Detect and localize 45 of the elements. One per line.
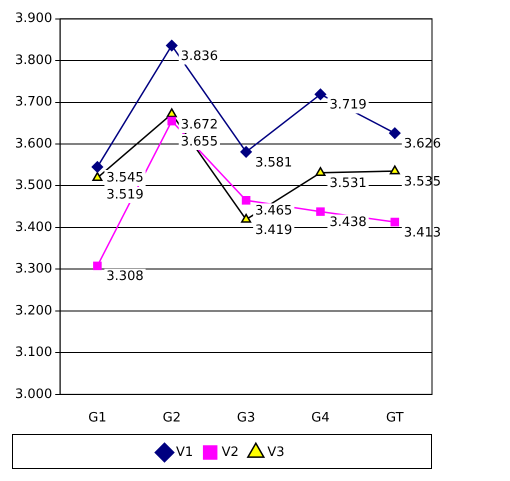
x-tick-label: G2 — [162, 410, 181, 426]
y-tick-label: 3.600 — [15, 136, 52, 152]
x-tick-label: G1 — [88, 410, 107, 426]
legend-label: V2 — [222, 444, 239, 460]
y-tick-label: 3.900 — [15, 11, 52, 26]
point — [240, 146, 252, 158]
point — [314, 88, 326, 100]
data-label: 3.719 — [329, 98, 367, 113]
data-label: 3.308 — [106, 269, 144, 284]
y-tick-label: 3.300 — [15, 262, 52, 277]
point — [92, 172, 102, 182]
legend-label: V3 — [267, 444, 285, 460]
point — [92, 161, 104, 173]
point — [315, 167, 326, 176]
legend-label: V1 — [176, 444, 194, 460]
x-tick-label: G3 — [236, 410, 256, 426]
point — [166, 108, 177, 118]
point — [390, 165, 400, 174]
point — [389, 127, 401, 139]
data-label: 3.465 — [255, 204, 292, 219]
y-tick-label: 3.500 — [15, 178, 52, 194]
point — [242, 196, 250, 205]
y-tick-label: 3.200 — [15, 303, 52, 318]
y-tick-label: 3.100 — [15, 345, 52, 360]
data-label: 3.672 — [180, 117, 218, 132]
x-tick-label: G4 — [311, 410, 330, 426]
point — [316, 207, 325, 216]
y-tick-label: 3.700 — [15, 94, 52, 110]
point — [166, 40, 178, 52]
data-label: 3.438 — [329, 214, 367, 230]
point — [167, 116, 176, 126]
data-label: 3.419 — [255, 222, 292, 238]
point — [241, 214, 252, 223]
y-tick-label: 3.400 — [15, 220, 52, 235]
y-tick-label: 3.000 — [15, 386, 52, 402]
data-label: 3.531 — [329, 176, 367, 192]
point — [93, 262, 102, 270]
data-label: 3.545 — [106, 170, 144, 186]
data-label: 3.519 — [106, 187, 144, 202]
point — [390, 218, 400, 226]
data-label: 3.655 — [180, 134, 218, 150]
x-tick-label: GT — [386, 410, 404, 426]
y-tick-label: 3.800 — [15, 52, 52, 68]
data-label: 3.836 — [180, 48, 218, 64]
data-label: 3.581 — [255, 155, 292, 170]
